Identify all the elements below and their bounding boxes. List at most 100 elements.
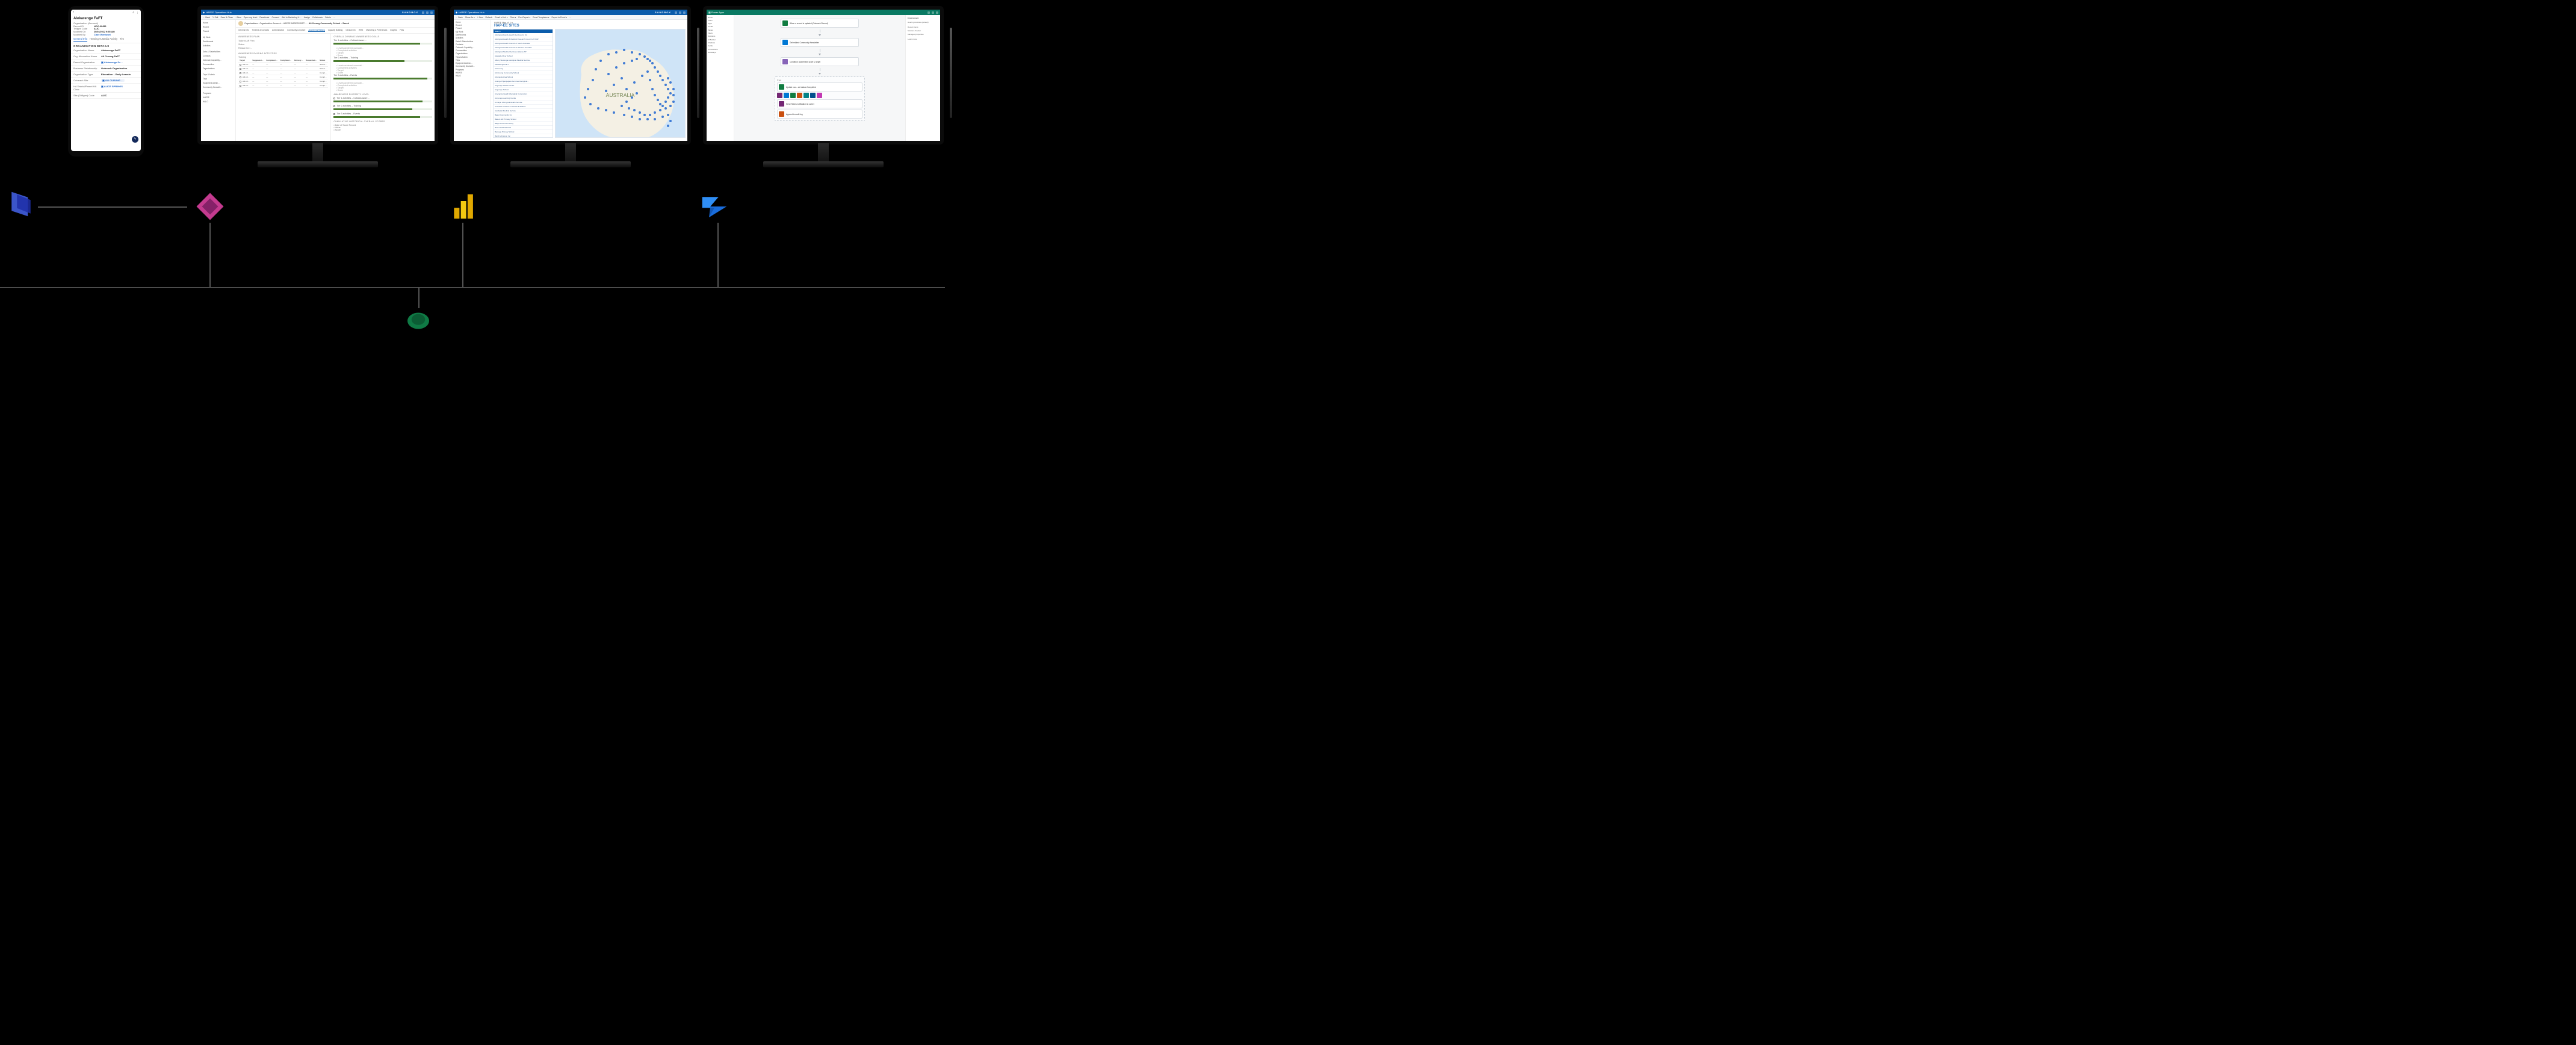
- site-dot[interactable]: [651, 62, 654, 64]
- nav-item[interactable]: Cards: [708, 45, 732, 47]
- nav-item[interactable]: Activities: [203, 44, 234, 48]
- nav-item[interactable]: Data & Stakeholders: [203, 50, 234, 54]
- site-dot[interactable]: [623, 114, 625, 116]
- form-tab[interactable]: General Info: [238, 29, 249, 32]
- max-icon[interactable]: [679, 11, 681, 14]
- site-item[interactable]: Areyonga Learning Centre: [494, 96, 553, 101]
- form-tab[interactable]: Clinical Info: [345, 29, 355, 32]
- fab-edit[interactable]: ✎: [132, 136, 138, 143]
- nav-item[interactable]: Gateways: [708, 51, 732, 54]
- nav-item[interactable]: Communities: [203, 63, 234, 66]
- nav-item[interactable]: Dashboards: [456, 34, 489, 36]
- command-item[interactable]: Connect: [271, 16, 279, 19]
- nav-item[interactable]: Create: [708, 25, 732, 28]
- site-dot[interactable]: [649, 114, 651, 116]
- site-item[interactable]: Adelaide River School: [494, 54, 553, 58]
- checkbox-icon[interactable]: [240, 64, 241, 66]
- nav-item[interactable]: Activities: [456, 37, 489, 39]
- site-dot[interactable]: [631, 116, 633, 118]
- site-item[interactable]: Ali Curung: [494, 67, 553, 71]
- site-dot[interactable]: [589, 103, 592, 105]
- command-item[interactable]: Assign: [304, 16, 310, 19]
- command-item[interactable]: Save & Close: [221, 16, 234, 19]
- command-item[interactable]: Show As ▾: [465, 16, 475, 19]
- site-item[interactable]: Balgo Aims Community: [494, 122, 553, 126]
- site-item[interactable]: Bagot Community Inc: [494, 113, 553, 117]
- nav-item[interactable]: Data & Stakeholders: [456, 40, 489, 43]
- site-item[interactable]: Ali-Curung Community School: [494, 71, 553, 75]
- checkbox-icon[interactable]: [240, 81, 241, 82]
- table-row[interactable]: AR-10…—————Compl…: [238, 71, 328, 75]
- map-canvas[interactable]: AUSTRALIA: [555, 29, 686, 138]
- site-dot[interactable]: [646, 118, 649, 120]
- site-dot[interactable]: [667, 96, 669, 99]
- nav-item[interactable]: Recent: [203, 25, 234, 29]
- nav-item[interactable]: My Work: [203, 36, 234, 39]
- site-dot[interactable]: [605, 90, 607, 92]
- form-tab[interactable]: WHS: [359, 29, 363, 32]
- command-item[interactable]: Flow ▾: [510, 16, 516, 19]
- nav-item[interactable]: Tables: [708, 29, 732, 31]
- command-item[interactable]: Email a Link ▾: [495, 16, 507, 19]
- site-item[interactable]: Anangu Pitjantjatjara Services Aborigina…: [494, 79, 553, 84]
- site-dot[interactable]: [643, 114, 646, 116]
- site-dot[interactable]: [597, 107, 599, 110]
- checkbox-icon[interactable]: [333, 105, 335, 107]
- connector-chip[interactable]: [817, 93, 822, 98]
- flow-step[interactable]: Condition: Awareness score ≥ target: [781, 57, 859, 66]
- checkbox-icon[interactable]: [240, 76, 241, 78]
- command-item[interactable]: Collaborate: [312, 16, 323, 19]
- site-dot[interactable]: [621, 77, 623, 79]
- site-dot[interactable]: [615, 51, 618, 54]
- command-item[interactable]: Excel Templates ▾: [533, 16, 549, 19]
- detail-value[interactable]: ▣ ALICE SPRINGS: [101, 85, 138, 91]
- site-dot[interactable]: [657, 99, 659, 101]
- site-dot[interactable]: [615, 66, 618, 69]
- nav-item[interactable]: Programs: [456, 69, 489, 71]
- command-item[interactable]: Open org chart: [244, 16, 258, 19]
- back-icon[interactable]: ‹: [73, 10, 74, 15]
- form-tab[interactable]: Marketing & Preferences: [366, 29, 387, 32]
- nav-item[interactable]: Trips: [203, 77, 234, 81]
- site-item[interactable]: Alekarenge FaFT: [494, 63, 553, 67]
- detail-value[interactable]: ▣ Alekarenge Sc…: [101, 61, 138, 64]
- site-item[interactable]: Alyangula Area School: [494, 75, 553, 79]
- nav-item[interactable]: Dashboards: [203, 40, 234, 43]
- site-dot[interactable]: [613, 111, 615, 114]
- nav-item[interactable]: AI Builder: [708, 39, 732, 41]
- site-dot[interactable]: [672, 94, 675, 96]
- site-dot[interactable]: [669, 92, 672, 95]
- table-row[interactable]: AR-10…—————Sched…: [238, 67, 328, 71]
- nav-item[interactable]: Contacts: [203, 54, 234, 58]
- max-icon[interactable]: [932, 11, 934, 14]
- command-item[interactable]: Export to Excel ▾: [552, 16, 567, 19]
- site-item[interactable]: Anyinginyi Health Aboriginal Corporation: [494, 92, 553, 96]
- phone-tab[interactable]: Tim: [120, 37, 124, 41]
- command-item[interactable]: ← Back: [456, 16, 463, 19]
- command-item[interactable]: Delete: [325, 16, 331, 19]
- site-dot[interactable]: [623, 62, 625, 64]
- checkbox-icon[interactable]: [240, 72, 241, 74]
- connector-chip[interactable]: [790, 93, 796, 98]
- nav-item[interactable]: Recent: [456, 24, 489, 26]
- flow-step[interactable]: Append to audit log: [777, 110, 862, 119]
- table-row[interactable]: AR-10…—————Sched…: [238, 63, 328, 67]
- site-item[interactable]: Aboriginal Family Health Services for SA: [494, 33, 553, 37]
- form-tab[interactable]: Awareness Raising: [308, 29, 324, 32]
- nav-item[interactable]: My Work: [456, 31, 489, 33]
- site-item[interactable]: Albury Wodonga Aboriginal Medical Servic…: [494, 58, 553, 63]
- flow-branch[interactable]: If yesUpdate row – set status CompletedS…: [775, 76, 865, 121]
- site-item[interactable]: Bardi Ardyaloon Inc: [494, 134, 553, 138]
- site-dot[interactable]: [631, 51, 633, 54]
- nav-item[interactable]: Community Newslett…: [203, 85, 234, 89]
- connector-chip[interactable]: [797, 93, 802, 98]
- site-item[interactable]: Aboriginal Health & Medical Research Cou…: [494, 37, 553, 42]
- site-item[interactable]: Aboriginal Medical Services Alliance NT: [494, 50, 553, 54]
- nav-item[interactable]: Chatbots: [708, 42, 732, 44]
- site-dot[interactable]: [631, 60, 633, 62]
- site-dot[interactable]: [667, 125, 669, 127]
- command-item[interactable]: Add to Marketing Li…: [282, 16, 302, 19]
- nav-item[interactable]: Home: [456, 21, 489, 23]
- site-item[interactable]: Bamaga Primary School: [494, 130, 553, 134]
- meta-value[interactable]: Clare Wentwort: [94, 34, 111, 37]
